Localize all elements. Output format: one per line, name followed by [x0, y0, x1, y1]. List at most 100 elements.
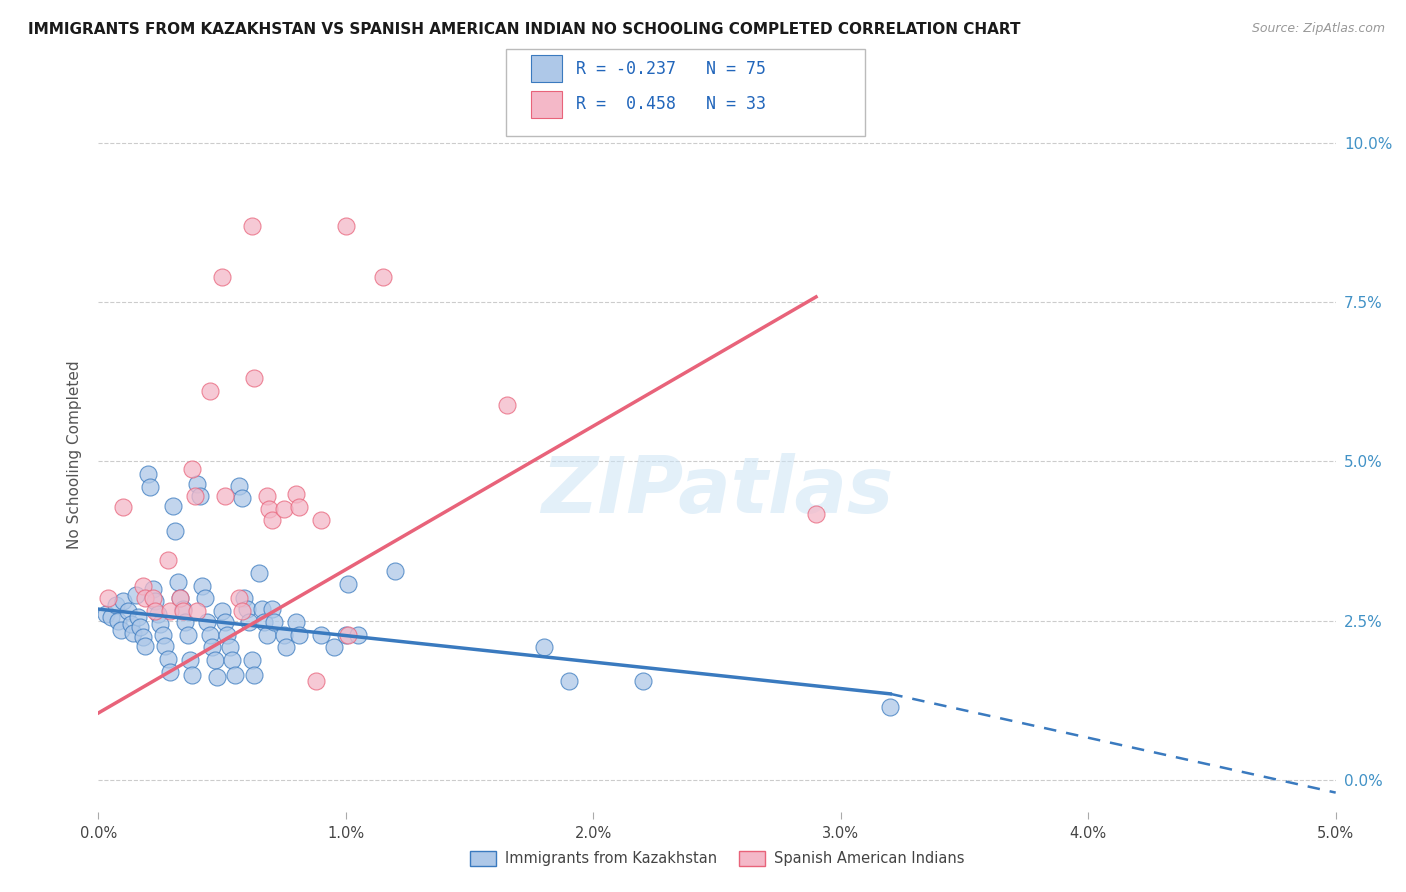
Point [198, 384, 221, 399]
Text: IMMIGRANTS FROM KAZAKHSTAN VS SPANISH AMERICAN INDIAN NO SCHOOLING COMPLETED COR: IMMIGRANTS FROM KAZAKHSTAN VS SPANISH AM… [28, 22, 1021, 37]
Point [288, 627, 311, 641]
Point [152, 627, 174, 641]
Point [224, 667, 246, 681]
Point [214, 615, 236, 629]
Point [134, 639, 156, 653]
Point [288, 500, 311, 515]
Point [337, 627, 360, 641]
Point [533, 640, 555, 655]
Point [149, 616, 172, 631]
Point [273, 502, 295, 516]
Point [194, 591, 217, 606]
Point [156, 652, 179, 666]
Text: ZIPatlas: ZIPatlas [541, 452, 893, 529]
Point [309, 513, 332, 527]
Point [335, 627, 357, 641]
Point [214, 489, 236, 503]
Point [142, 591, 165, 606]
Point [240, 219, 263, 233]
Point [263, 615, 285, 629]
Point [176, 627, 198, 641]
Point [132, 578, 155, 592]
Point [347, 627, 370, 641]
Point [322, 640, 344, 655]
Point [107, 614, 129, 628]
Point [120, 616, 142, 631]
Point [221, 653, 243, 667]
Text: R =  0.458   N = 33: R = 0.458 N = 33 [576, 95, 766, 113]
Point [169, 591, 191, 606]
Point [250, 602, 273, 616]
Point [132, 630, 155, 644]
Point [236, 602, 259, 616]
Point [260, 513, 283, 527]
Point [146, 607, 169, 622]
Point [211, 604, 233, 618]
Point [143, 604, 166, 618]
Point [371, 269, 394, 284]
Point [211, 269, 233, 284]
Point [166, 575, 188, 590]
Point [142, 582, 165, 596]
Legend: Immigrants from Kazakhstan, Spanish American Indians: Immigrants from Kazakhstan, Spanish Amer… [464, 845, 970, 872]
Point [139, 480, 162, 494]
Point [238, 615, 260, 629]
Point [112, 500, 135, 515]
Point [205, 670, 228, 684]
Point [198, 627, 221, 641]
Point [172, 602, 194, 616]
Point [97, 591, 120, 606]
Point [181, 667, 204, 681]
Point [127, 610, 149, 624]
Point [557, 674, 579, 689]
Text: Source: ZipAtlas.com: Source: ZipAtlas.com [1251, 22, 1385, 36]
Point [179, 653, 201, 667]
Point [247, 566, 270, 580]
Point [100, 610, 122, 624]
Point [335, 219, 357, 233]
Point [631, 674, 654, 689]
Point [112, 594, 135, 608]
Point [186, 476, 208, 491]
Point [136, 467, 159, 481]
Point [233, 591, 256, 606]
Point [181, 462, 204, 476]
Point [260, 602, 283, 616]
Point [174, 615, 197, 629]
Point [309, 627, 332, 641]
Point [159, 665, 181, 679]
Point [217, 627, 239, 641]
Point [243, 667, 266, 681]
Point [159, 604, 181, 618]
Point [134, 591, 156, 606]
Point [186, 604, 208, 618]
Point [162, 499, 184, 513]
Point [204, 653, 226, 667]
Point [188, 489, 211, 503]
Point [165, 524, 187, 539]
Point [231, 491, 253, 506]
Point [218, 640, 240, 655]
Point [804, 507, 827, 521]
Point [110, 623, 132, 637]
Point [184, 489, 207, 503]
Point [384, 564, 406, 578]
Point [201, 640, 224, 655]
Point [285, 487, 308, 501]
Point [104, 598, 127, 612]
Point [155, 639, 177, 653]
Point [124, 588, 146, 602]
Point [228, 478, 250, 492]
Point [143, 594, 166, 608]
Point [253, 615, 276, 629]
Point [228, 591, 250, 606]
Point [231, 604, 253, 618]
Point [195, 615, 218, 629]
Point [257, 502, 280, 516]
Point [276, 640, 298, 655]
Point [256, 627, 278, 641]
Point [256, 489, 278, 503]
Point [305, 674, 328, 689]
Point [94, 607, 117, 622]
Point [169, 591, 191, 606]
